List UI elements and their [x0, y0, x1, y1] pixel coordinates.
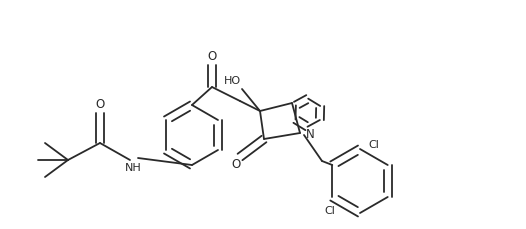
- Text: O: O: [95, 98, 105, 112]
- Text: NH: NH: [125, 163, 141, 173]
- Text: HO: HO: [224, 76, 240, 86]
- Text: Cl: Cl: [325, 206, 336, 216]
- Text: Cl: Cl: [369, 140, 379, 150]
- Text: O: O: [231, 158, 240, 172]
- Text: O: O: [207, 51, 217, 63]
- Text: N: N: [306, 128, 315, 142]
